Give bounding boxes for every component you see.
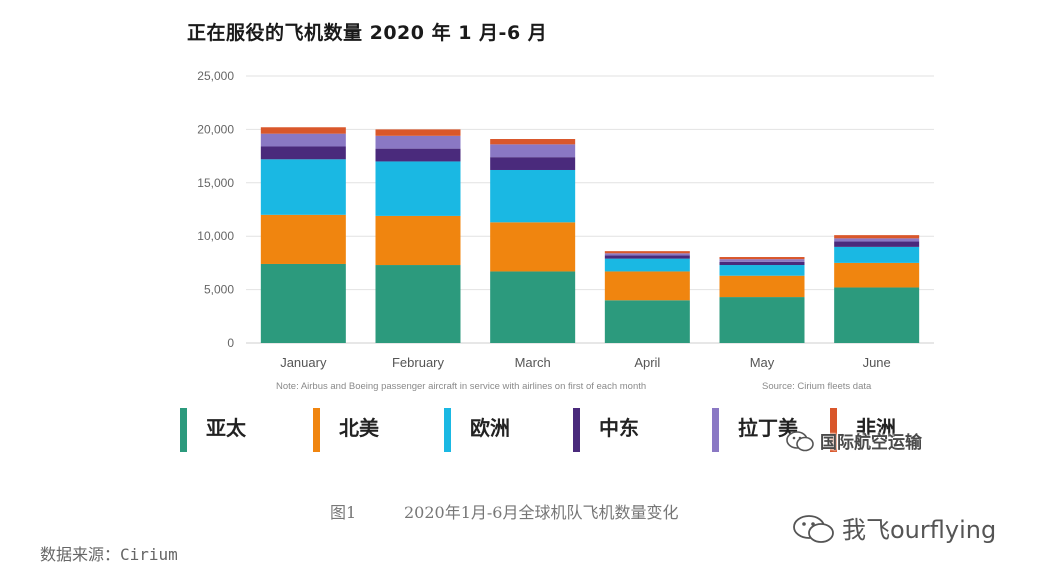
watermark-bottom-text: 我飞ourflying: [842, 516, 997, 544]
y-tick-label: 15,000: [197, 176, 234, 190]
y-axis-ticks: 0 5,000 10,000 15,000 20,000 25,000: [197, 69, 234, 350]
bar-segment-series-6: [604, 251, 690, 254]
x-axis-ticks: January February March April May June: [280, 355, 891, 370]
bar-segment-series-3: [260, 159, 346, 215]
x-tick-label: April: [634, 355, 660, 370]
bar-stack-april: [604, 251, 690, 343]
y-tick-label: 5,000: [204, 283, 234, 297]
bar-segment-series-2: [604, 271, 690, 301]
x-tick-label: May: [750, 355, 775, 370]
legend-label: 北美: [339, 416, 379, 440]
bar-stack-may: [719, 257, 805, 343]
bar-segment-series-5: [260, 133, 346, 147]
figure-caption-label: 图1: [330, 503, 357, 522]
y-tick-label: 10,000: [197, 229, 234, 243]
bar-segment-series-3: [375, 161, 461, 216]
bar-segment-series-6: [260, 127, 346, 134]
bar-segment-series-2: [834, 262, 920, 288]
bar-segment-series-3: [490, 169, 576, 223]
bar-segment-series-4: [719, 261, 805, 266]
bar-segment-series-4: [490, 157, 576, 170]
grid-lines: [246, 75, 934, 344]
bar-segment-series-1: [834, 287, 920, 343]
y-tick-label: 25,000: [197, 69, 234, 83]
bar-segment-series-3: [719, 265, 805, 276]
legend-label: 非洲: [856, 416, 896, 440]
chart-source: Source: Cirium fleets data: [762, 381, 872, 392]
bar-stack-june: [834, 235, 920, 343]
bar-stack-march: [490, 139, 576, 343]
bar-segment-series-3: [834, 246, 920, 263]
bar-segment-series-1: [604, 300, 690, 343]
bar-segment-series-2: [260, 214, 346, 264]
legend-swatch: [444, 408, 451, 452]
legend-swatch: [313, 408, 320, 452]
bar-segment-series-6: [834, 235, 920, 239]
x-tick-label: February: [392, 355, 445, 370]
bar-segment-series-4: [834, 241, 920, 247]
bar-segment-series-2: [490, 222, 576, 272]
wechat-icon: [793, 515, 834, 543]
watermark-badge-text: 国际航空运输: [820, 433, 922, 453]
bar-segment-series-6: [490, 139, 576, 145]
bar-segment-series-6: [375, 129, 461, 136]
y-tick-label: 0: [227, 336, 234, 350]
x-tick-label: January: [280, 355, 327, 370]
legend-swatch: [573, 408, 580, 452]
legend-label: 中东: [599, 416, 639, 440]
chart-title: 正在服役的飞机数量 2020 年 1 月-6 月: [187, 22, 548, 44]
bar-segment-series-5: [719, 259, 805, 262]
bar-segment-series-4: [260, 146, 346, 160]
bar-segment-series-1: [260, 263, 346, 343]
bar-segment-series-5: [834, 238, 920, 242]
legend-label: 亚太: [206, 416, 246, 440]
bar-stacks: [260, 127, 920, 343]
bar-segment-series-1: [375, 265, 461, 343]
bar-segment-series-2: [719, 275, 805, 298]
legend-label: 欧洲: [470, 416, 510, 440]
bar-chart: 0 5,000 10,000 15,000 20,000 25,000 January Fe…: [197, 69, 934, 370]
y-tick-label: 20,000: [197, 122, 234, 136]
bar-segment-series-1: [719, 297, 805, 343]
bar-segment-series-5: [604, 253, 690, 256]
figure-caption: 图1 2020年1月-6月全球机队飞机数量变化: [330, 499, 679, 523]
wechat-icon: [786, 431, 814, 452]
data-source: 数据来源：Cirium: [40, 545, 178, 564]
x-tick-label: March: [515, 355, 551, 370]
legend-swatch: [830, 408, 837, 452]
x-tick-label: June: [863, 355, 891, 370]
figure-caption-text: 2020年1月-6月全球机队飞机数量变化: [404, 503, 679, 522]
chart-note: Note: Airbus and Boeing passenger aircra…: [276, 381, 647, 392]
bar-segment-series-4: [604, 255, 690, 259]
legend-swatch: [180, 408, 187, 452]
bar-stack-january: [260, 127, 346, 343]
bar-segment-series-3: [604, 258, 690, 272]
legend-swatch: [712, 408, 719, 452]
bar-segment-series-2: [375, 215, 461, 266]
bar-segment-series-1: [490, 271, 576, 343]
bar-segment-series-5: [375, 135, 461, 149]
bar-segment-series-5: [490, 144, 576, 158]
bar-stack-february: [375, 129, 461, 343]
bar-segment-series-4: [375, 148, 461, 162]
bar-segment-series-6: [719, 257, 805, 260]
